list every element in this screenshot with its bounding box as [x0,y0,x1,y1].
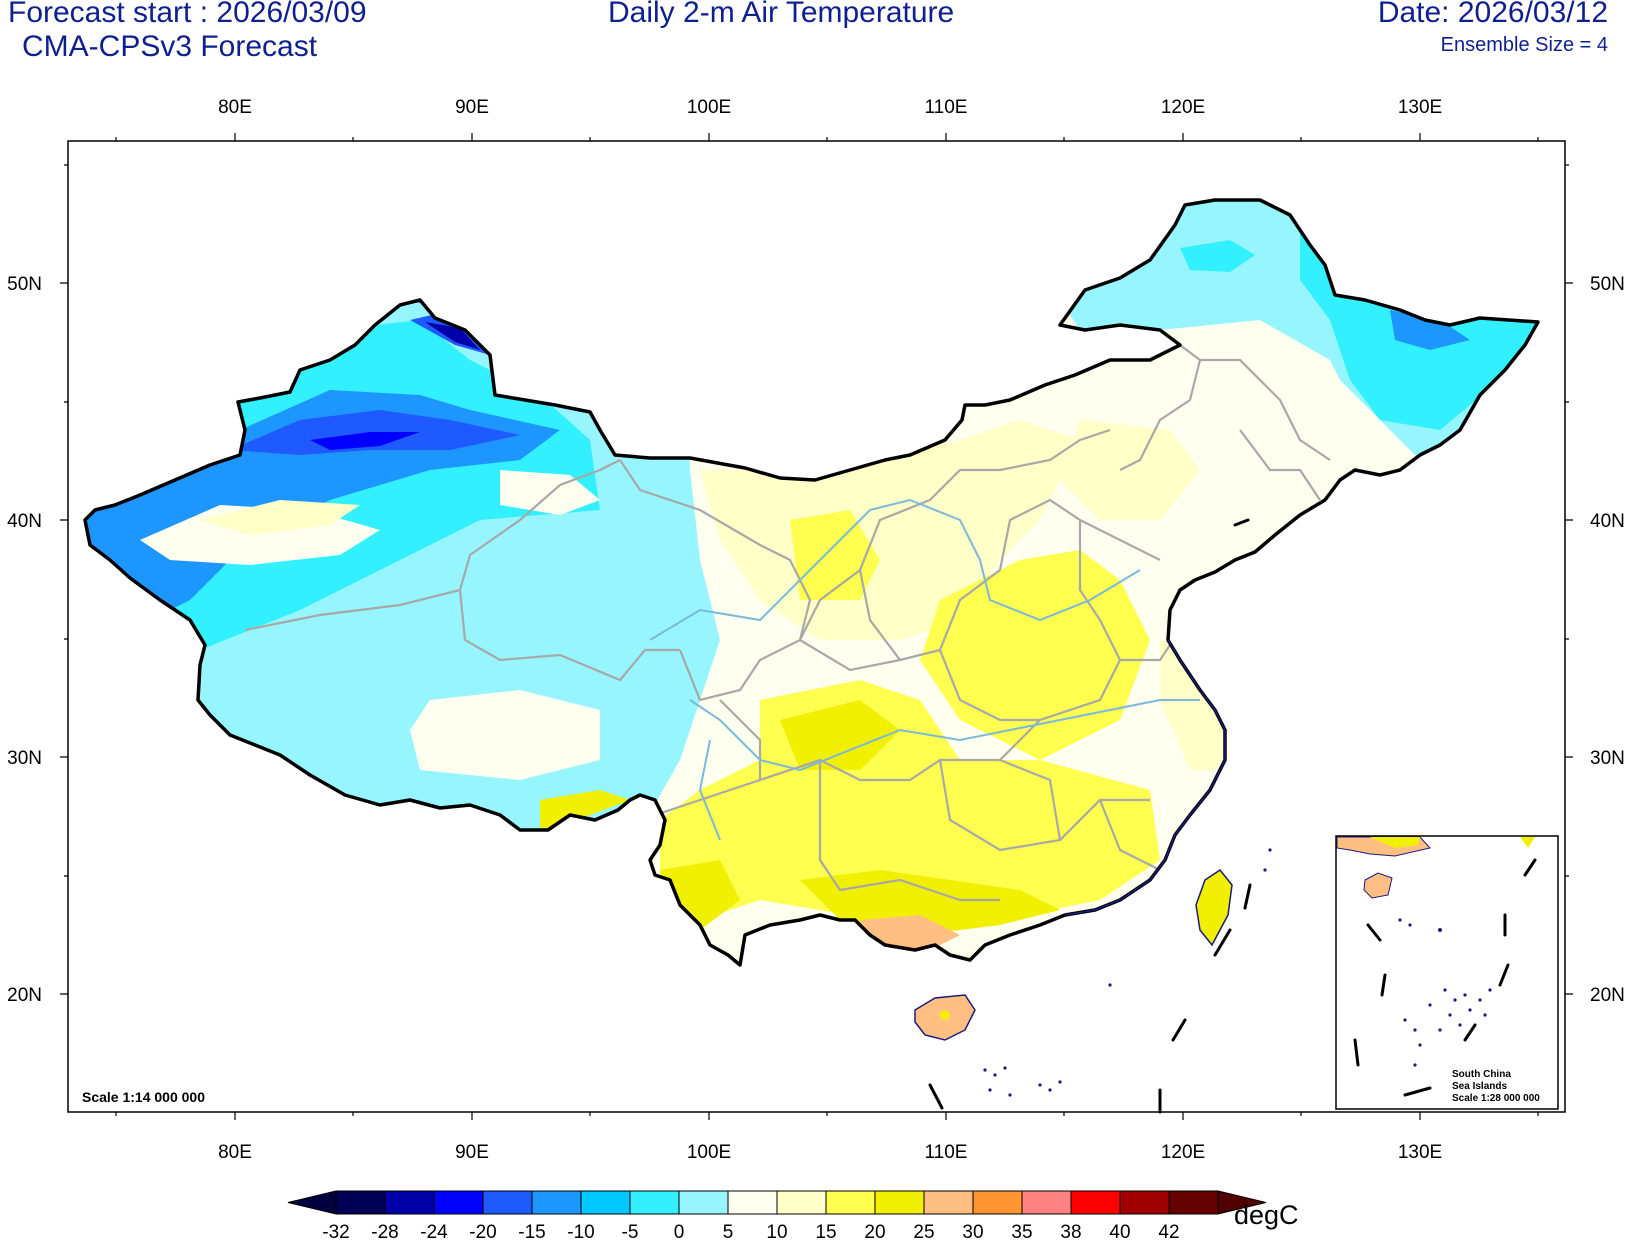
colorbar-tick-label: 30 [962,1222,983,1241]
forecast-start-label: Forecast start : 2026/03/09 [8,0,367,29]
colorbar-tick-label: -10 [567,1222,594,1241]
inset-scale-label: Scale 1:28 000 000 [1452,1093,1540,1104]
lat-label-right-20n: 20N [1590,985,1625,1006]
colorbar-tick-label: 0 [674,1222,685,1241]
colorbar-tick-label: 42 [1158,1222,1179,1241]
ensemble-size-label: Ensemble Size = 4 [1440,34,1608,56]
lon-label-top-100e: 100E [687,97,731,118]
colorbar-tick-label: -15 [518,1222,545,1241]
lat-label-left-30n: 30N [7,748,42,769]
lat-label-right-50n: 50N [1590,274,1625,295]
lon-label-bottom-130e: 130E [1398,1142,1442,1163]
colorbar-swatch [1021,1190,1072,1215]
colorbar-tick-label: 10 [766,1222,787,1241]
colorbar-tick-label: -32 [322,1222,349,1241]
colorbar-swatch [678,1190,729,1215]
colorbar-swatch [874,1190,925,1215]
lon-label-bottom-80e: 80E [218,1142,252,1163]
colorbar-tick-label: -28 [371,1222,398,1241]
colorbar-tick-label: 25 [913,1222,934,1241]
colorbar-tick-labels: -32 -28 -24 -20 -15 -10 -5 0 5 10 15 20 25 30 35 38 40 42 [322,1222,1179,1241]
colorbar-swatch [972,1190,1023,1215]
province-boundaries [244,329,1331,902]
lon-label-top-110e: 110E [925,97,968,118]
lat-label-right-40n: 40N [1590,511,1625,532]
colorbar-swatch [482,1190,533,1215]
colorbar-unit-label: degC [1234,1200,1299,1230]
east-coastline [1064,639,1226,916]
colorbar-tick-label: 40 [1109,1222,1130,1241]
colorbar-swatch [629,1190,680,1215]
colorbar-high-arrow [1217,1190,1267,1215]
lon-label-bottom-90e: 90E [455,1142,489,1163]
colorbar-low-arrow [287,1190,337,1215]
hainan-warm-spot [940,1010,950,1020]
axis-ticks [60,133,1573,1120]
colorbar-swatch [335,1190,386,1215]
national-border [83,198,1540,967]
colorbar-swatch [531,1190,582,1215]
colorbar-tick-label: 38 [1060,1222,1081,1241]
inset-label-line1: South China [1452,1069,1511,1080]
lon-label-top-90e: 90E [455,97,489,118]
colorbar-tick-label: -5 [622,1222,639,1241]
colorbar-tick-label: -20 [469,1222,496,1241]
valid-date-label: Date: 2026/03/12 [1377,0,1608,29]
lat-label-left-50n: 50N [7,274,42,295]
colorbar-swatch [580,1190,631,1215]
colorbar-swatch [727,1190,778,1215]
colorbar-swatch [825,1190,876,1215]
lon-label-bottom-100e: 100E [687,1142,731,1163]
lon-label-top-120e: 120E [1161,97,1205,118]
colorbar-tick-label: 35 [1011,1222,1032,1241]
rivers [649,498,1200,841]
colorbar-tick-label: -24 [420,1222,448,1241]
lat-label-left-20n: 20N [7,985,42,1006]
model-label: CMA-CPSv3 Forecast [22,30,318,63]
maritime-dashed-boundary [928,518,1252,1114]
lon-label-bottom-120e: 120E [1161,1142,1205,1163]
lon-label-top-130e: 130E [1398,97,1442,118]
main-scale-label: Scale 1:14 000 000 [82,1089,205,1105]
colorbar-tick-label: 5 [723,1222,734,1241]
colorbar-swatch [1168,1190,1219,1215]
lat-label-right-30n: 30N [1590,748,1625,769]
colorbar-swatch [923,1190,974,1215]
colorbar-swatch [776,1190,827,1215]
lon-label-top-80e: 80E [218,97,252,118]
lon-label-bottom-110e: 110E [925,1142,968,1163]
colorbar-swatch [433,1190,484,1215]
colorbar-swatch [1070,1190,1121,1215]
south-china-sea-inset: South China Sea Islands Scale 1:28 000 0… [1335,835,1559,1110]
colorbar-swatch [384,1190,435,1215]
colorbar-tick-label: 20 [864,1222,885,1241]
colorbar-swatch [1119,1190,1170,1215]
chart-title: Daily 2-m Air Temperature [608,0,955,29]
temperature-colorbar [287,1190,1267,1215]
inset-label-line2: Sea Islands [1452,1081,1507,1092]
south-sea-islets [983,848,1272,1097]
taiwan-island [1195,868,1233,947]
colorbar-tick-label: 15 [815,1222,836,1241]
lat-label-left-40n: 40N [7,511,42,532]
